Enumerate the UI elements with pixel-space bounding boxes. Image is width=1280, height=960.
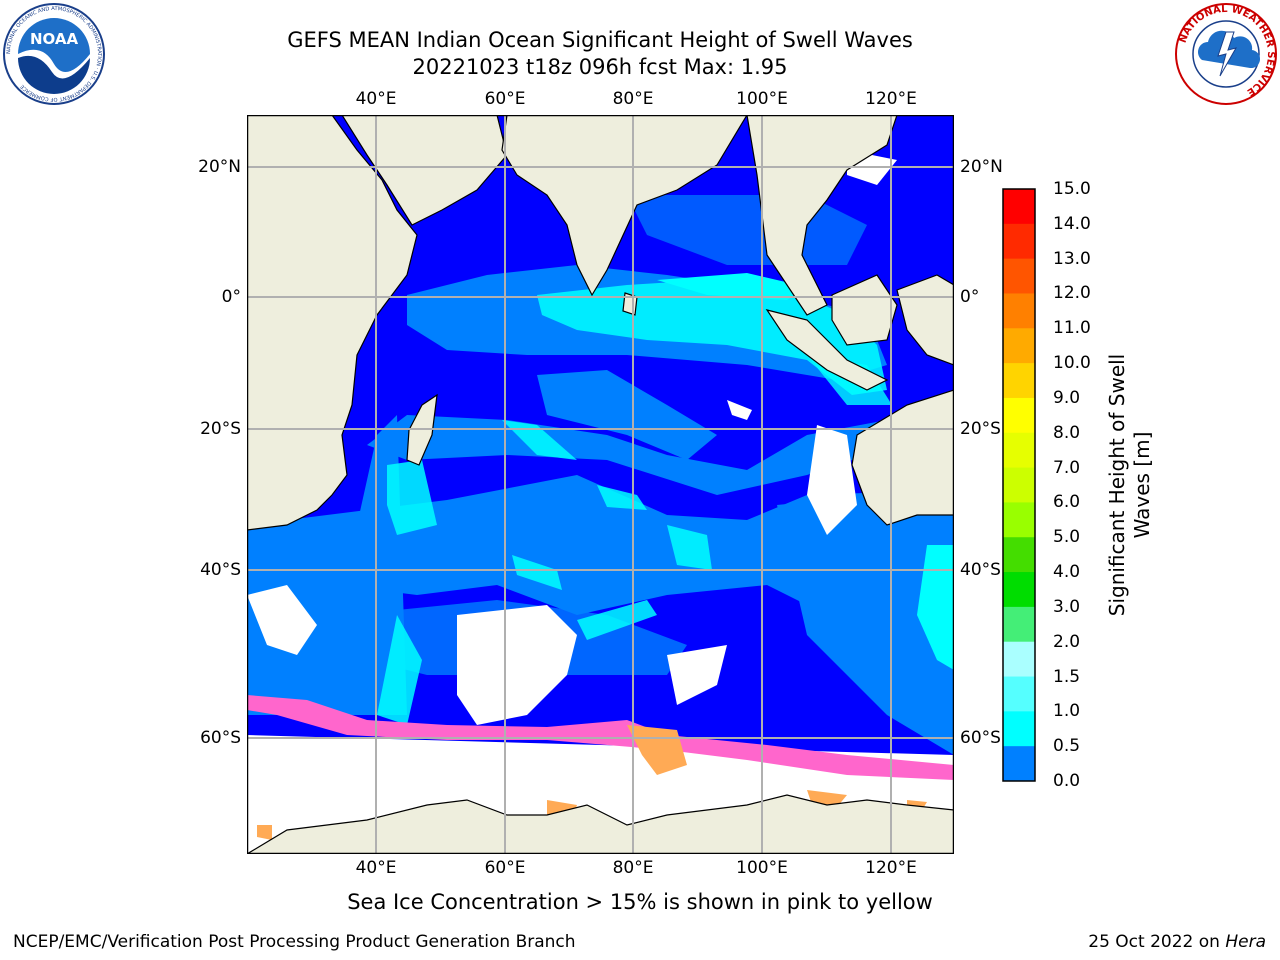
colorbar-tick-label: 9.0 <box>1053 387 1081 408</box>
colorbar-tick-label: 13.0 <box>1053 248 1091 269</box>
lat-tick-left: 60°S <box>200 728 241 748</box>
colorbar-segment <box>1003 432 1035 469</box>
lat-tick-left: 20°S <box>200 419 241 439</box>
colorbar-tick-label: 11.0 <box>1053 318 1091 339</box>
lat-tick-right: 60°S <box>960 728 1001 748</box>
lat-tick-left: 20°N <box>198 157 241 177</box>
colorbar-tick-label: 4.0 <box>1053 562 1081 583</box>
colorbar-tick-label: 7.0 <box>1053 457 1081 478</box>
colorbar-tick-label: 12.0 <box>1053 283 1091 304</box>
footer-date-text: 25 Oct 2022 on <box>1088 932 1220 952</box>
lon-tick-bottom: 40°E <box>355 858 397 878</box>
colorbar-tick-label: 8.0 <box>1053 422 1081 443</box>
swell-height-map <box>247 115 954 854</box>
lat-tick-right: 20°N <box>960 157 1003 177</box>
colorbar-segment <box>1003 572 1035 608</box>
lon-tick-top: 120°E <box>865 89 917 109</box>
colorbar-segment <box>1003 711 1035 747</box>
colorbar-tick-label: 10.0 <box>1053 353 1091 374</box>
map-subtitle: 20221023 t18z 096h fcst Max: 1.95 <box>412 55 788 79</box>
lat-tick-right: 0° <box>960 287 980 307</box>
colorbar-segment <box>1003 502 1035 538</box>
colorbar-segment <box>1003 258 1035 294</box>
graticule <box>247 115 954 854</box>
colorbar-title-line2: Waves [m] <box>1130 431 1154 539</box>
map-title: GEFS MEAN Indian Ocean Significant Heigh… <box>287 28 913 52</box>
colorbar-segment <box>1003 397 1035 434</box>
lat-tick-right: 40°S <box>960 560 1001 580</box>
lat-tick-left: 0° <box>221 287 241 307</box>
colorbar-segment <box>1003 606 1035 643</box>
footer-credit: NCEP/EMC/Verification Post Processing Pr… <box>13 932 576 952</box>
lat-tick-right: 20°S <box>960 419 1001 439</box>
colorbar-segment <box>1003 293 1035 329</box>
colorbar-tick-label: 6.0 <box>1053 492 1081 513</box>
nws-logo: NATIONAL WEATHER SERVICE <box>1175 3 1277 105</box>
lon-tick-top: 60°E <box>484 89 526 109</box>
colorbar-segment <box>1003 641 1035 678</box>
lat-tick-left: 40°S <box>200 560 241 580</box>
lon-tick-bottom: 80°E <box>612 858 654 878</box>
colorbar-tick-label: 1.5 <box>1053 666 1081 687</box>
lon-tick-top: 80°E <box>612 89 654 109</box>
noaa-logo-text: NOAA <box>30 30 79 48</box>
colorbar-tick-label: 0.0 <box>1053 771 1081 791</box>
colorbar-title-line1: Significant Height of Swell <box>1105 353 1129 617</box>
colorbar-title: Significant Height of Swell Waves [m] <box>1105 354 1155 616</box>
colorbar-segment <box>1003 676 1035 712</box>
lon-tick-bottom: 60°E <box>484 858 526 878</box>
colorbar-segment <box>1003 537 1035 573</box>
noaa-logo: NOAA NATIONAL OCEANIC AND ATMOSPHERIC AD… <box>3 3 105 105</box>
colorbar-tick-label: 2.0 <box>1053 631 1081 652</box>
lon-tick-top: 100°E <box>736 89 788 109</box>
colorbar-segment <box>1003 189 1035 225</box>
sea-ice-caption: Sea Ice Concentration > 15% is shown in … <box>347 890 933 914</box>
colorbar-segment <box>1003 328 1035 364</box>
colorbar-tick-label: 0.5 <box>1053 736 1081 757</box>
colorbar-tick-label: 1.0 <box>1053 701 1081 722</box>
colorbar-tick-label: 14.0 <box>1053 213 1091 234</box>
colorbar-segment <box>1003 746 1035 782</box>
lon-tick-top: 40°E <box>355 89 397 109</box>
colorbar <box>1002 188 1036 782</box>
colorbar-tick-label: 15.0 <box>1053 179 1091 199</box>
lon-tick-bottom: 100°E <box>736 858 788 878</box>
colorbar-segment <box>1003 467 1035 503</box>
colorbar-segment <box>1003 363 1035 399</box>
footer-date: 25 Oct 2022 on Hera <box>1088 932 1266 952</box>
lon-tick-bottom: 120°E <box>865 858 917 878</box>
colorbar-tick-label: 3.0 <box>1053 596 1081 617</box>
colorbar-segment <box>1003 223 1035 260</box>
footer-host: Hera <box>1225 932 1266 952</box>
map-frame <box>247 115 954 854</box>
land <box>247 115 954 854</box>
colorbar-tick-label: 5.0 <box>1053 527 1081 548</box>
